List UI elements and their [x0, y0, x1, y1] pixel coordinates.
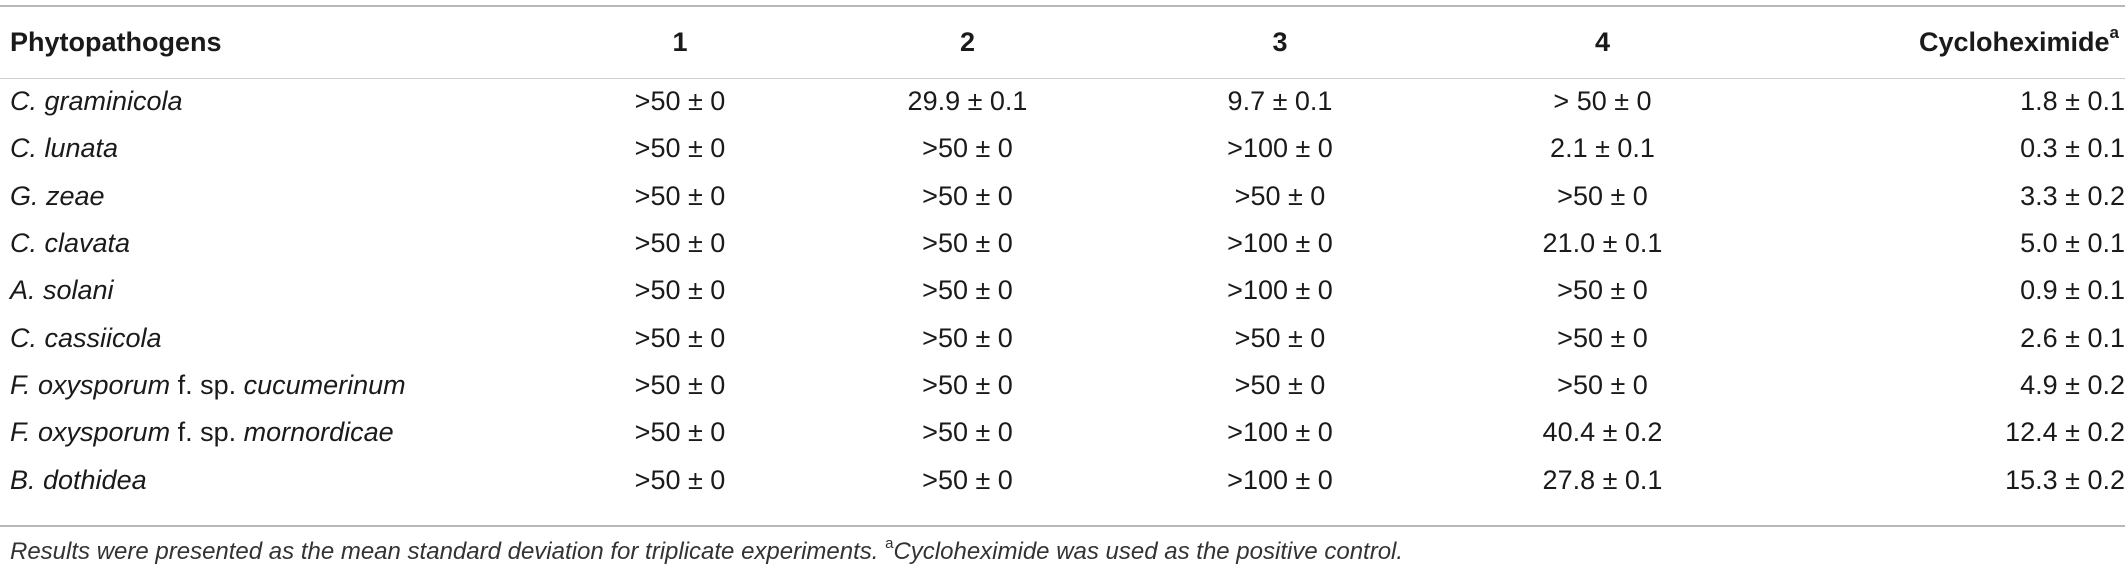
compound-1-value: >50 ± 0: [634, 133, 726, 164]
phytopathogen-name: C. clavata: [0, 220, 545, 267]
table-row: G. zeae >50 ± 0 >50 ± 0 >50 ± 0 >50 ± 0 3.3 ±…: [0, 173, 2125, 220]
table-row: C. clavata >50 ± 0 >50 ± 0 >100 ± 0 21.0 ± 0…: [0, 220, 2125, 267]
compound-1-value: >50 ± 0: [634, 464, 726, 495]
header-cycloheximide: Cycloheximidea: [1765, 6, 2125, 78]
table-header-rule: [0, 78, 2125, 79]
phytopathogen-name-part: G. zeae: [10, 180, 105, 211]
phytopathogen-name: C. lunata: [0, 125, 545, 172]
phytopathogen-name-part: B. dothidea: [10, 464, 147, 495]
table-footnote: Results were presented as the mean stand…: [10, 535, 1404, 566]
table-row: C. cassiicola >50 ± 0 >50 ± 0 >50 ± 0 >50 ± …: [0, 314, 2125, 361]
cycloheximide-value: 4.9 ± 0.2: [2020, 369, 2125, 400]
compound-1-value: >50 ± 0: [634, 86, 726, 117]
compound-4-value: >50 ± 0: [1557, 275, 1648, 306]
footnote-superscript: a: [885, 535, 894, 552]
header-compound-2: 2: [959, 26, 976, 57]
phytopathogen-name: F. oxysporum f. sp. cucumerinum: [0, 362, 545, 409]
header-compound-1: 1: [672, 26, 688, 57]
compound-3-value: >100 ± 0: [1227, 464, 1333, 495]
phytopathogen-name: G. zeae: [0, 173, 545, 220]
compound-3-value: >50 ± 0: [1234, 322, 1326, 353]
table-row: F. oxysporum f. sp. mornordicae >50 ± 0 >5…: [0, 409, 2125, 456]
compound-3-value: >50 ± 0: [1234, 369, 1326, 400]
compound-2-value: >50 ± 0: [922, 275, 1013, 306]
table-row: C. lunata >50 ± 0 >50 ± 0 >100 ± 0 2.1 ± 0.1…: [0, 125, 2125, 172]
header-phytopathogens: Phytopathogens: [10, 26, 222, 57]
phytopathogen-name: C. cassiicola: [0, 314, 545, 361]
cycloheximide-value: 15.3 ± 0.2: [2005, 464, 2125, 495]
phytopathogen-name-part: f. sp.: [170, 369, 244, 400]
compound-1-value: >50 ± 0: [634, 275, 726, 306]
table-body: C. graminicola >50 ± 0 29.9 ± 0.1 9.7 ± 0.1…: [0, 78, 2125, 504]
compound-3-value: >50 ± 0: [1234, 180, 1326, 211]
data-table: Phytopathogens 1 2 3 4 Cycloheximidea C.…: [0, 6, 2125, 504]
compound-4-value: > 50 ± 0: [1553, 86, 1652, 117]
phytopathogen-name-part: F. oxysporum: [10, 369, 171, 400]
compound-2-value: >50 ± 0: [922, 228, 1013, 259]
footnote-text-after: Cycloheximide was used as the positive c…: [893, 538, 1404, 565]
cycloheximide-value: 0.3 ± 0.1: [2020, 133, 2125, 164]
header-compound-3: 3: [1272, 26, 1288, 57]
phytopathogen-name-part: f. sp.: [170, 417, 244, 448]
header-compound-4: 4: [1594, 26, 1611, 57]
phytopathogen-name-part: cucumerinum: [243, 369, 406, 400]
compound-4-value: 2.1 ± 0.1: [1550, 133, 1655, 164]
compound-3-value: >100 ± 0: [1227, 275, 1333, 306]
table-top-rule: [0, 5, 2125, 7]
phytopathogen-name: B. dothidea: [0, 456, 545, 503]
phytopathogen-name-part: mornordicae: [243, 417, 394, 448]
cycloheximide-value: 2.6 ± 0.1: [2020, 322, 2125, 353]
compound-4-value: >50 ± 0: [1557, 180, 1648, 211]
cycloheximide-value: 1.8 ± 0.1: [2020, 86, 2125, 117]
compound-2-value: >50 ± 0: [922, 133, 1013, 164]
phytopathogen-name: C. graminicola: [0, 78, 545, 125]
compound-1-value: >50 ± 0: [634, 417, 726, 448]
compound-1-value: >50 ± 0: [634, 322, 726, 353]
compound-1-value: >50 ± 0: [634, 180, 726, 211]
header-superscript: a: [2109, 22, 2119, 42]
phytopathogen-name-part: C. cassiicola: [10, 322, 162, 353]
phytopathogen-name: A. solani: [0, 267, 545, 314]
cycloheximide-value: 0.9 ± 0.1: [2020, 275, 2125, 306]
phytopathogen-name: F. oxysporum f. sp. mornordicae: [0, 409, 545, 456]
compound-4-value: 40.4 ± 0.2: [1542, 417, 1663, 448]
compound-1-value: >50 ± 0: [634, 228, 726, 259]
cycloheximide-value: 5.0 ± 0.1: [2020, 228, 2125, 259]
phytopathogen-name-part: C. clavata: [10, 228, 131, 259]
footnote-text-before: Results were presented as the mean stand…: [10, 538, 886, 565]
phytopathogen-name-part: C. lunata: [10, 133, 119, 164]
compound-4-value: 21.0 ± 0.1: [1542, 228, 1663, 259]
phytopathogen-name-part: C. graminicola: [10, 86, 183, 117]
table-row: A. solani >50 ± 0 >50 ± 0 >100 ± 0 >50 ± 0 0.…: [0, 267, 2125, 314]
table-row: F. oxysporum f. sp. cucumerinum >50 ± 0 >5…: [0, 362, 2125, 409]
compound-3-value: >100 ± 0: [1227, 228, 1333, 259]
header-cycloheximide-label: Cycloheximide: [1918, 26, 2110, 57]
compound-2-value: >50 ± 0: [922, 417, 1013, 448]
table-row: B. dothidea >50 ± 0 >50 ± 0 >100 ± 0 27.8 ± …: [0, 456, 2125, 503]
compound-2-value: >50 ± 0: [922, 369, 1013, 400]
cycloheximide-value: 3.3 ± 0.2: [2020, 180, 2125, 211]
table-row: C. graminicola >50 ± 0 29.9 ± 0.1 9.7 ± 0.1…: [0, 78, 2125, 125]
compound-2-value: >50 ± 0: [922, 322, 1013, 353]
compound-3-value: 9.7 ± 0.1: [1227, 86, 1333, 117]
compound-3-value: >100 ± 0: [1227, 133, 1333, 164]
phytopathogen-name-part: F. oxysporum: [10, 417, 171, 448]
compound-4-value: >50 ± 0: [1557, 322, 1648, 353]
compound-1-value: >50 ± 0: [634, 369, 726, 400]
compound-2-value: >50 ± 0: [922, 180, 1013, 211]
header-row: Phytopathogens 1 2 3 4 Cycloheximidea: [0, 6, 2125, 78]
table-bottom-rule: [0, 525, 2125, 527]
compound-3-value: >100 ± 0: [1227, 417, 1333, 448]
compound-2-value: >50 ± 0: [922, 464, 1013, 495]
compound-2-value: 29.9 ± 0.1: [907, 86, 1028, 117]
compound-4-value: >50 ± 0: [1557, 369, 1648, 400]
phytopathogen-name-part: A. solani: [10, 275, 114, 306]
compound-4-value: 27.8 ± 0.1: [1542, 464, 1663, 495]
cycloheximide-value: 12.4 ± 0.2: [2005, 417, 2125, 448]
